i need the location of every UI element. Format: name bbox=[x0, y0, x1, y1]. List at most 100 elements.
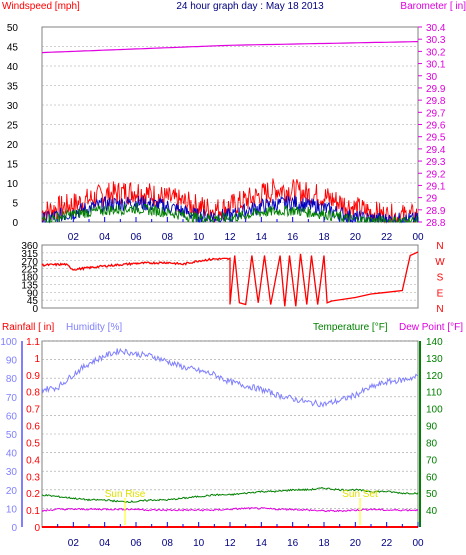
humidity-axis-title: Humidity [%] bbox=[66, 322, 122, 333]
temperature-y-tick-label: 60 bbox=[426, 472, 438, 483]
temperature-y-tick-label: 140 bbox=[426, 337, 443, 348]
rain-y-tick-label: 0.5 bbox=[26, 438, 40, 449]
temperature-y-tick-label: 80 bbox=[426, 438, 438, 449]
barometer-y-tick-label: 29.6 bbox=[426, 121, 446, 132]
temperature-humidity-panel: 0 10 20 30 40 50 60 70 80 90 10 00 0.1 0.2 0.3 0.4 0.5 0.… bbox=[0, 337, 443, 549]
barometer-y-tick-label: 29.4 bbox=[426, 145, 446, 156]
barometer-y-tick-label: 30.4 bbox=[426, 23, 446, 34]
temperature-y-tick-label: 120 bbox=[426, 371, 443, 382]
temperature-y-tick-label: 90 bbox=[426, 422, 438, 433]
temperature-y-tick-label: 40 bbox=[426, 506, 438, 517]
direction-y-tick-label: 225 bbox=[21, 265, 38, 276]
chart-title: 24 hour graph day : May 18 2013 bbox=[176, 1, 324, 12]
humidity-y-tick-label: 10 bbox=[6, 504, 18, 515]
humidity-y-tick-label: 100 bbox=[0, 337, 17, 348]
barometer-y-tick-label: 29.3 bbox=[426, 157, 446, 168]
humidity-y-tick-label: 20 bbox=[6, 486, 18, 497]
dewpoint-axis-title: Dew Point [°F] bbox=[399, 322, 463, 333]
wind-y-tick-label: 50 bbox=[7, 23, 19, 34]
rain-y-tick-label: 0.9 bbox=[26, 371, 40, 382]
x-tick-label: 22 bbox=[381, 538, 393, 549]
barometer-y-tick-label: 29.1 bbox=[426, 181, 446, 192]
x-tick-label: 12 bbox=[224, 538, 236, 549]
direction-y-tick-label: 270 bbox=[21, 257, 38, 268]
x-tick-label: 04 bbox=[99, 538, 111, 549]
x-tick-label: 14 bbox=[256, 538, 268, 549]
wind-direction-line bbox=[41, 251, 419, 307]
humidity-y-tick-label: 60 bbox=[6, 411, 18, 422]
wind-y-tick-label: 40 bbox=[7, 62, 19, 73]
barometer-y-tick-label: 29.8 bbox=[426, 96, 446, 107]
humidity-y-tick-label: 50 bbox=[6, 430, 18, 441]
direction-y-tick-label: 315 bbox=[21, 249, 38, 260]
rainfall-axis-title: Rainfall [ in] bbox=[2, 322, 54, 333]
barometer-y-tick-label: 29.5 bbox=[426, 133, 446, 144]
compass-label: N bbox=[436, 304, 443, 315]
x-tick-label: 08 bbox=[162, 538, 174, 549]
x-tick-label: 04 bbox=[99, 232, 111, 243]
x-tick-label: 00 bbox=[412, 538, 424, 549]
x-tick-label: 16 bbox=[287, 232, 299, 243]
compass-label: W bbox=[435, 257, 445, 268]
direction-y-tick-label: 90 bbox=[27, 288, 39, 299]
compass-label: S bbox=[437, 273, 444, 284]
x-tick-label: 06 bbox=[130, 538, 142, 549]
barometer-y-tick-label: 30.1 bbox=[426, 60, 446, 71]
sunset-label: Sun Set bbox=[342, 489, 378, 500]
temperature-y-tick-label: 70 bbox=[426, 455, 438, 466]
x-tick-label: 06 bbox=[130, 232, 142, 243]
rain-y-tick-label: 0.3 bbox=[26, 472, 40, 483]
x-tick-label: 16 bbox=[287, 538, 299, 549]
temperature-y-tick-label: 110 bbox=[426, 388, 442, 399]
x-tick-label: 18 bbox=[318, 538, 330, 549]
compass-label: E bbox=[437, 288, 444, 299]
temperature-line bbox=[41, 486, 419, 504]
barometer-line bbox=[41, 41, 419, 54]
rain-y-tick-label: 0.6 bbox=[26, 422, 40, 433]
direction-y-tick-label: 180 bbox=[21, 273, 38, 284]
wind-y-tick-label: 30 bbox=[7, 101, 19, 112]
x-tick-label: 10 bbox=[193, 538, 205, 549]
x-tick-label: 20 bbox=[350, 538, 362, 549]
x-tick-label: 20 bbox=[350, 232, 362, 243]
wind-y-tick-label: 10 bbox=[7, 179, 19, 190]
barometer-y-tick-label: 30.3 bbox=[426, 35, 446, 46]
barometer-y-tick-label: 30.2 bbox=[426, 47, 446, 58]
wind-y-tick-label: 0 bbox=[12, 218, 18, 229]
temperature-axis-title: Temperature [°F] bbox=[313, 322, 388, 333]
x-tick-label: 02 bbox=[68, 538, 80, 549]
wind-y-tick-label: 45 bbox=[7, 43, 19, 54]
temperature-y-tick-label: 130 bbox=[426, 354, 443, 365]
dew-point-line bbox=[41, 507, 419, 513]
direction-y-tick-label: 0 bbox=[32, 304, 38, 315]
rain-y-tick-label: 0.7 bbox=[26, 405, 40, 416]
x-tick-label: 10 bbox=[193, 232, 205, 243]
x-tick-label: 12 bbox=[224, 232, 236, 243]
wind-axis-title: Windspeed [mph] bbox=[2, 1, 80, 12]
sunrise-label: Sun Rise bbox=[105, 489, 146, 500]
barometer-y-tick-label: 29.2 bbox=[426, 169, 446, 180]
rain-y-tick-label: 0 bbox=[34, 523, 40, 534]
rain-y-tick-label: 0.2 bbox=[26, 489, 40, 500]
rain-y-tick-label: 1.1 bbox=[26, 337, 40, 348]
humidity-y-tick-label: 80 bbox=[6, 374, 18, 385]
wind-y-tick-label: 35 bbox=[7, 82, 19, 93]
wind-barometer-panel: 0510152025303540455028.828.92929.129.229… bbox=[7, 23, 446, 243]
rain-y-tick-label: 0.1 bbox=[26, 506, 40, 517]
barometer-y-tick-label: 28.8 bbox=[426, 218, 446, 229]
humidity-line bbox=[41, 347, 419, 408]
temperature-y-tick-label: 100 bbox=[426, 405, 443, 416]
humidity-y-tick-label: 70 bbox=[6, 393, 18, 404]
compass-label: N bbox=[436, 241, 443, 252]
x-tick-label: 14 bbox=[256, 232, 268, 243]
x-tick-label: 08 bbox=[162, 232, 174, 243]
rain-y-tick-label: 0.8 bbox=[26, 388, 40, 399]
barometer-y-tick-label: 29.9 bbox=[426, 84, 446, 95]
humidity-y-tick-label: 30 bbox=[6, 467, 18, 478]
wind-y-tick-label: 15 bbox=[7, 160, 19, 171]
x-tick-label: 02 bbox=[68, 232, 80, 243]
direction-y-tick-label: 135 bbox=[21, 280, 38, 291]
rain-y-tick-label: 0.4 bbox=[26, 455, 40, 466]
